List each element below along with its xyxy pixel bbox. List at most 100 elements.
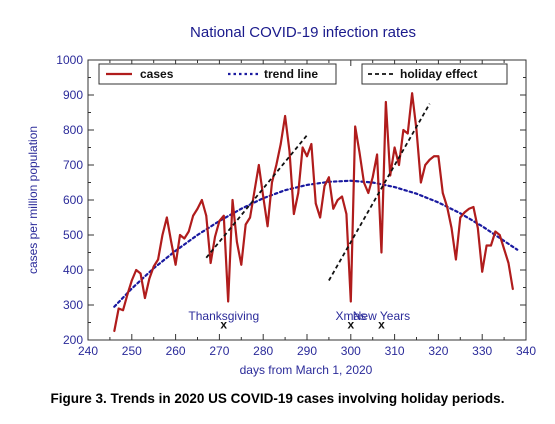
cases-point (490, 244, 492, 247)
series-trend-line (113, 179, 519, 308)
cases-point (415, 129, 418, 131)
cases-point (433, 155, 435, 158)
cases-point (126, 293, 129, 296)
y-tick-label: 800 (63, 123, 83, 137)
cases-point (323, 185, 326, 187)
cases-point (345, 213, 348, 215)
cases-point (428, 158, 431, 161)
cases-point (257, 164, 260, 166)
cases-point (459, 216, 462, 219)
legend-box (98, 63, 337, 85)
cases-point (468, 207, 470, 210)
cases-point (165, 216, 168, 219)
cases-point (398, 164, 400, 166)
y-tick-label: 900 (63, 88, 83, 102)
cases-point (376, 153, 378, 156)
cases-point (485, 244, 488, 247)
cases-point (196, 207, 199, 210)
y-axis-label: cases per million population (26, 126, 40, 274)
cases-point (192, 214, 195, 217)
y-tick-label: 600 (63, 193, 83, 207)
cases-point (328, 176, 330, 179)
y-tick-label: 1000 (56, 53, 83, 67)
cases-point (437, 155, 440, 158)
cases-point (209, 262, 212, 264)
x-tick-label: 260 (166, 344, 186, 358)
cases-point (148, 277, 151, 280)
cases-point (144, 297, 146, 299)
x-tick-label: 290 (297, 344, 317, 358)
chart-title: National COVID-19 infection rates (190, 24, 416, 41)
cases-point (117, 307, 120, 310)
cases-point (406, 132, 409, 135)
cases-point (249, 216, 251, 219)
holiday-annotation: Xmas (335, 309, 366, 323)
x-tick-label: 310 (385, 344, 405, 358)
legend-label-holiday: holiday effect (400, 67, 477, 81)
cases-point (113, 330, 116, 333)
cases-point (262, 195, 265, 198)
cases-point (349, 300, 352, 303)
x-axis: 240 250 260 270 280 290 300 310 320 330 340 (78, 60, 536, 358)
legend: cases trend line holiday effect (98, 63, 508, 85)
x-tick-label: 300 (341, 344, 361, 358)
cases-point (503, 248, 505, 250)
cases-point (227, 300, 230, 303)
cases-point (284, 115, 286, 117)
cases-point (358, 151, 361, 154)
x-tick-label: 240 (78, 344, 98, 358)
cases-point (275, 164, 278, 166)
legend-label-trend: trend line (264, 67, 318, 81)
x-tick-label: 280 (253, 344, 273, 358)
cases-point (336, 199, 339, 201)
cases-point (476, 227, 479, 229)
cases-point (174, 263, 177, 266)
cases-point (253, 190, 256, 193)
cases-point (419, 181, 422, 184)
cases-point (450, 227, 453, 229)
y-tick-label: 300 (63, 298, 83, 312)
holiday-effect-line (205, 134, 308, 259)
cases-point (231, 199, 234, 201)
cases-point (446, 206, 449, 208)
holiday-marker: x (220, 318, 227, 332)
x-axis-label: days from March 1, 2020 (240, 363, 373, 377)
cases-point (341, 195, 343, 198)
cases-point (244, 223, 247, 226)
cases-point (507, 262, 510, 264)
cases-point (139, 272, 142, 275)
cases-point (161, 234, 164, 236)
figure-caption: Figure 3. Trends in 2020 US COVID-19 cas… (50, 391, 505, 406)
cases-point (222, 214, 225, 217)
plot-frame (87, 59, 527, 341)
cases-point (306, 155, 308, 158)
cases-point (130, 279, 133, 282)
cases-point (424, 164, 427, 166)
cases-point (301, 146, 304, 149)
cases-point (288, 150, 291, 152)
cases-point (236, 241, 238, 243)
cases-point (402, 129, 405, 131)
cases-point (384, 101, 387, 103)
cases-point (481, 270, 484, 273)
cases-point (498, 234, 501, 236)
cases-point (200, 199, 203, 201)
holiday-annotation: Thanksgiving (188, 309, 259, 323)
x-tick-label: 250 (122, 344, 142, 358)
y-tick-label: 500 (63, 228, 83, 242)
cases-point (266, 225, 269, 228)
cases-point (240, 263, 243, 266)
cases-point (310, 143, 313, 145)
cases-point (354, 125, 357, 128)
cases-point (183, 237, 186, 240)
holiday-annotation: New Years (353, 309, 410, 323)
cases-point (214, 235, 216, 238)
cases-point (314, 202, 317, 205)
x-tick-label: 270 (209, 344, 229, 358)
cases-point (511, 288, 514, 291)
x-tick-label: 330 (472, 344, 492, 358)
chart: National COVID-19 infection rates 200 300… (26, 24, 536, 377)
cases-point (319, 216, 322, 219)
holiday-marker: x (378, 318, 385, 332)
